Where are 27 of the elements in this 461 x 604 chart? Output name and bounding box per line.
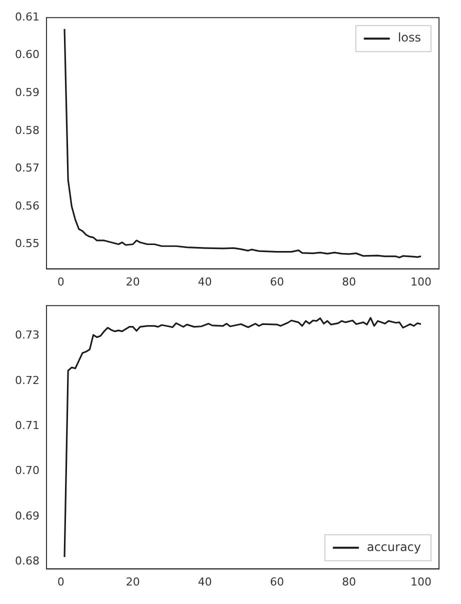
y-tick-label: 0.68 (14, 554, 40, 568)
y-tick-label: 0.70 (14, 464, 40, 478)
x-tick-label: 100 (410, 275, 432, 288)
x-tick-label: 0 (57, 575, 64, 588)
x-tick-label: 20 (126, 275, 140, 288)
x-tick-label: 40 (198, 575, 212, 588)
y-tick-label: 0.69 (14, 509, 40, 522)
x-tick-label: 80 (342, 275, 356, 288)
y-tick-label: 0.71 (14, 419, 40, 432)
x-tick-label: 40 (198, 275, 212, 288)
y-tick-label: 0.72 (14, 374, 40, 387)
x-tick-label: 20 (126, 575, 140, 588)
x-tick-label: 0 (57, 275, 64, 288)
x-tick-label: 60 (270, 275, 284, 288)
y-tick-label: 0.61 (14, 10, 40, 24)
y-tick-label: 0.60 (14, 48, 40, 62)
legend-label: loss (398, 30, 422, 45)
y-tick-label: 0.55 (14, 237, 40, 250)
y-tick-label: 0.57 (14, 162, 40, 175)
y-tick-label: 0.73 (14, 328, 40, 342)
y-tick-label: 0.56 (14, 199, 40, 212)
y-tick-label: 0.59 (14, 86, 40, 100)
x-tick-label: 80 (342, 575, 356, 588)
legend-label: accuracy (366, 540, 421, 554)
x-tick-label: 100 (410, 575, 432, 588)
x-tick-label: 60 (270, 575, 284, 588)
y-tick-label: 0.58 (14, 124, 40, 137)
